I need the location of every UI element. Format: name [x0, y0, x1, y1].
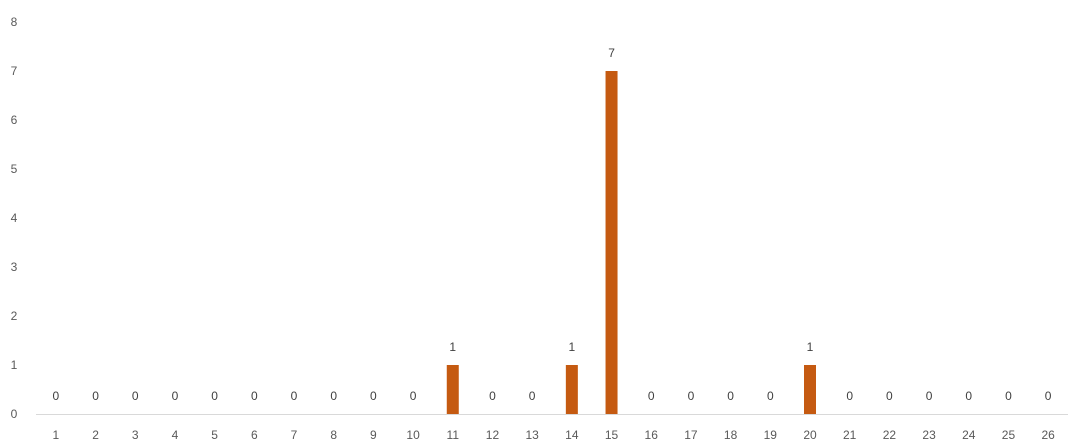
data-label: 0 — [410, 389, 417, 403]
x-tick-label: 18 — [724, 428, 738, 441]
x-tick-label: 7 — [291, 428, 298, 441]
data-label: 0 — [211, 389, 218, 403]
x-tick-label: 15 — [605, 428, 619, 441]
y-tick-label: 3 — [11, 260, 18, 274]
data-label: 0 — [926, 389, 933, 403]
data-label: 0 — [370, 389, 377, 403]
y-tick-label: 8 — [11, 15, 18, 29]
data-label: 0 — [648, 389, 655, 403]
data-label: 0 — [251, 389, 258, 403]
data-label: 0 — [886, 389, 893, 403]
x-tick-label: 3 — [132, 428, 139, 441]
x-tick-label: 23 — [922, 428, 936, 441]
y-tick-label: 6 — [11, 113, 18, 127]
x-tick-label: 9 — [370, 428, 377, 441]
x-tick-label: 2 — [92, 428, 99, 441]
data-label: 0 — [727, 389, 734, 403]
x-tick-label: 11 — [447, 428, 460, 441]
x-tick-label: 26 — [1041, 428, 1055, 441]
data-label: 0 — [132, 389, 139, 403]
x-tick-label: 21 — [843, 428, 857, 441]
y-tick-label: 0 — [11, 407, 18, 421]
data-label: 0 — [172, 389, 179, 403]
x-tick-label: 12 — [486, 428, 500, 441]
data-label: 0 — [291, 389, 298, 403]
data-label: 0 — [529, 389, 536, 403]
data-label: 0 — [846, 389, 853, 403]
x-tick-label: 10 — [406, 428, 420, 441]
x-tick-label: 20 — [803, 428, 817, 441]
data-label: 0 — [1045, 389, 1052, 403]
data-label: 0 — [1005, 389, 1012, 403]
x-tick-label: 19 — [764, 428, 778, 441]
x-tick-label: 5 — [211, 428, 218, 441]
x-tick-label: 8 — [330, 428, 337, 441]
x-tick-label: 16 — [645, 428, 659, 441]
x-tick-label: 17 — [684, 428, 698, 441]
x-tick-label: 24 — [962, 428, 976, 441]
x-tick-label: 4 — [172, 428, 179, 441]
x-tick-label: 25 — [1002, 428, 1016, 441]
data-label: 1 — [569, 340, 576, 354]
data-label: 0 — [688, 389, 695, 403]
y-tick-label: 7 — [11, 64, 18, 78]
data-label: 1 — [807, 340, 814, 354]
data-label: 1 — [449, 340, 456, 354]
data-label: 0 — [489, 389, 496, 403]
data-label: 0 — [53, 389, 60, 403]
data-label: 0 — [767, 389, 774, 403]
bar — [804, 365, 816, 414]
data-label: 0 — [965, 389, 972, 403]
data-label: 0 — [92, 389, 99, 403]
data-label: 0 — [330, 389, 337, 403]
bar — [605, 71, 618, 414]
y-tick-label: 1 — [11, 358, 18, 372]
x-tick-label: 6 — [251, 428, 258, 441]
x-tick-label: 22 — [883, 428, 897, 441]
data-label: 7 — [608, 46, 615, 60]
bar — [446, 365, 459, 414]
x-tick-label: 13 — [525, 428, 539, 441]
y-tick-label: 4 — [11, 211, 18, 225]
x-tick-label: 14 — [565, 428, 579, 441]
bar — [565, 365, 578, 414]
x-tick-label: 1 — [53, 428, 60, 441]
y-tick-label: 2 — [11, 309, 18, 323]
y-tick-label: 5 — [11, 162, 18, 176]
